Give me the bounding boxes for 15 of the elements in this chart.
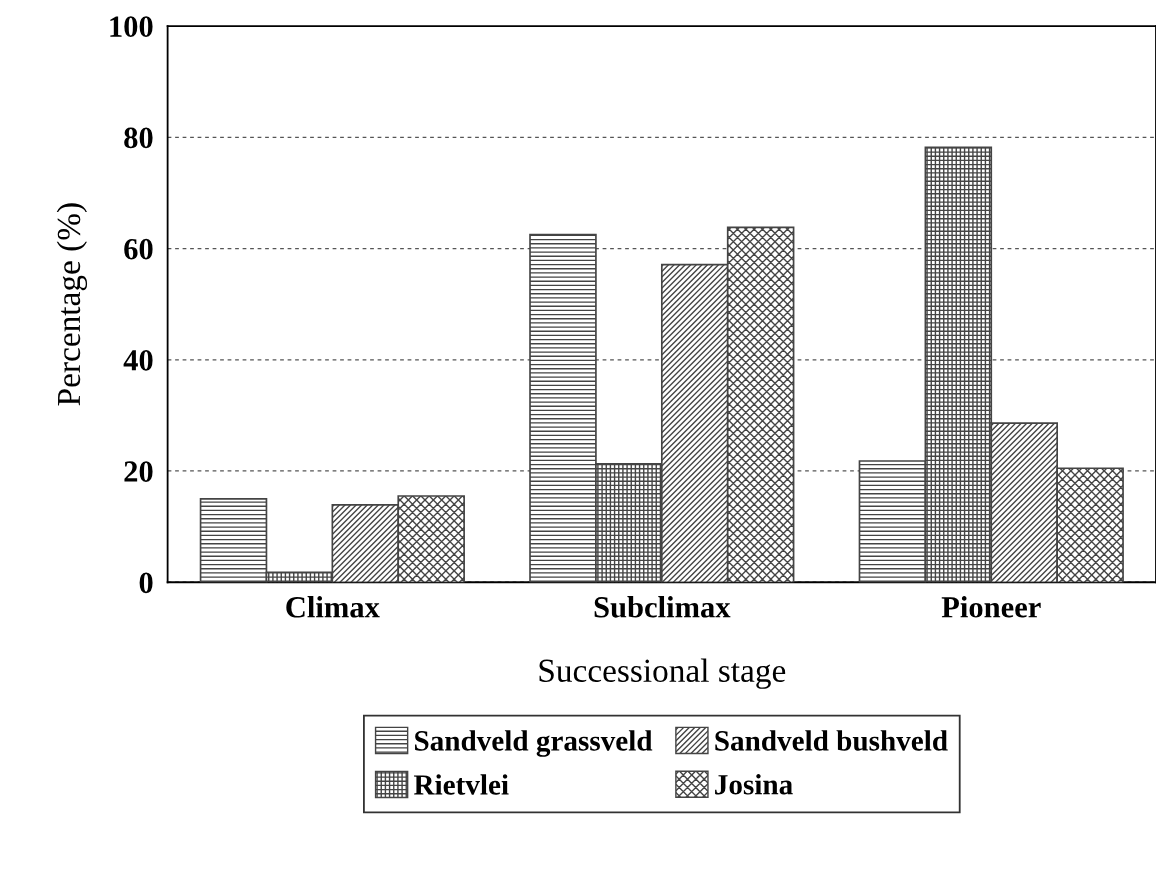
y-tick-label: 0 xyxy=(139,572,153,594)
legend-label: Sandveld grassveld xyxy=(415,730,653,757)
y-tick-label: 60 xyxy=(124,238,153,260)
legend-label: Sandveld bushveld xyxy=(715,730,948,751)
x-tick-label: Climax xyxy=(286,596,380,618)
legend-label: Josina xyxy=(715,774,793,795)
y-tick-label: 100 xyxy=(110,16,153,37)
y-axis-title: Percentage (%) xyxy=(56,203,88,406)
x-tick-label: Subclimax xyxy=(594,596,731,618)
y-tick-label: 80 xyxy=(124,127,153,149)
y-tick-label: 20 xyxy=(124,461,153,482)
x-axis-title: Successional stage xyxy=(539,658,786,689)
legend-label: Rietvlei xyxy=(413,774,509,795)
x-tick-label: Pioneer xyxy=(941,596,1041,618)
y-tick-label: 40 xyxy=(123,350,153,371)
